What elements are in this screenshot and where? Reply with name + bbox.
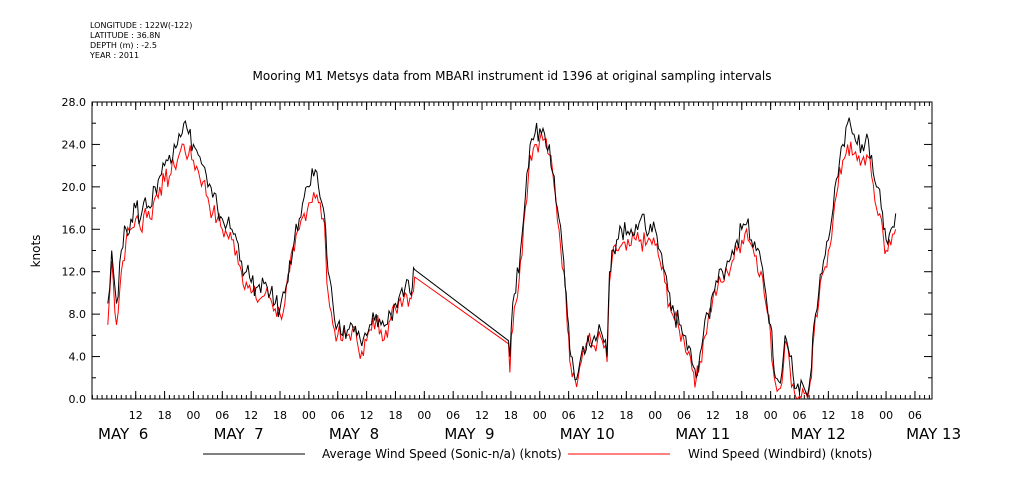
x-hour-label: 00 — [533, 409, 547, 422]
plot-frame — [91, 101, 933, 400]
x-day-label: MAY 8 — [329, 425, 379, 443]
x-day-label: MAY 11 — [675, 425, 730, 443]
x-hour-label: 00 — [417, 409, 431, 422]
x-hour-label: 12 — [475, 409, 489, 422]
x-day-label: MAY 7 — [213, 425, 263, 443]
x-axis: 12 18 00 06 12 18 00 06 12 18 00 06 12 18 00 06 12 18 00 06… — [98, 102, 961, 443]
x-hour-label: 18 — [735, 409, 749, 422]
minor-ticks — [91, 102, 930, 399]
x-hour-label: 18 — [504, 409, 518, 422]
x-hour-label: 18 — [850, 409, 864, 422]
y-tick-label: 0.0 — [69, 393, 87, 406]
x-hour-label: 00 — [302, 409, 316, 422]
legend-label-avg-wind: Average Wind Speed (Sonic-n/a) (knots) — [322, 447, 562, 461]
year-text: YEAR : 2011 — [90, 51, 140, 60]
x-day-label: MAY 13 — [906, 425, 961, 443]
x-day-label: MAY 9 — [444, 425, 494, 443]
y-tick-label: 12.0 — [62, 266, 87, 279]
x-hour-label: 06 — [677, 409, 691, 422]
y-tick-label: 8.0 — [69, 308, 87, 321]
x-hour-label: 00 — [186, 409, 200, 422]
x-day-label: MAY 10 — [560, 425, 615, 443]
x-hour-label: 18 — [158, 409, 172, 422]
series-line-windbird — [107, 132, 897, 400]
x-hour-label: 06 — [331, 409, 345, 422]
x-hour-label: 00 — [879, 409, 893, 422]
x-hour-label: 12 — [244, 409, 258, 422]
y-tick-label: 20.0 — [62, 181, 87, 194]
x-hour-label: 06 — [908, 409, 922, 422]
y-axis: 0.0 4.0 8.0 12.0 16.0 20.0 24.0 28.0 — [62, 96, 932, 406]
x-hour-label: 18 — [388, 409, 402, 422]
y-tick-label: 24.0 — [62, 138, 87, 151]
x-hour-label: 06 — [446, 409, 460, 422]
latitude-text: LATITUDE : 36.8N — [90, 31, 161, 40]
x-hour-label: 12 — [706, 409, 720, 422]
series-layer — [107, 117, 897, 400]
legend-label-windbird: Wind Speed (Windbird) (knots) — [688, 447, 872, 461]
y-tick-label: 16.0 — [62, 223, 87, 236]
x-hour-label: 12 — [360, 409, 374, 422]
chart-title: Mooring M1 Metsys data from MBARI instru… — [253, 69, 772, 83]
y-tick-label: 4.0 — [69, 351, 87, 364]
x-day-label: MAY 6 — [98, 425, 148, 443]
x-hour-label: 12 — [590, 409, 604, 422]
y-axis-label: knots — [29, 235, 43, 268]
x-day-label: MAY 12 — [791, 425, 846, 443]
x-hour-label: 18 — [619, 409, 633, 422]
longitude-text: LONGITUDE : 122W(-122) — [90, 21, 193, 30]
x-hour-label: 12 — [821, 409, 835, 422]
x-hour-label: 06 — [793, 409, 807, 422]
y-tick-label: 28.0 — [62, 96, 87, 109]
series-line-avg-wind — [107, 117, 897, 398]
depth-text: DEPTH (m) : -2.5 — [90, 41, 157, 50]
x-hour-label: 12 — [129, 409, 143, 422]
x-hour-label: 06 — [562, 409, 576, 422]
x-hour-label: 06 — [215, 409, 229, 422]
x-hour-label: 00 — [648, 409, 662, 422]
legend: Average Wind Speed (Sonic-n/a) (knots) W… — [203, 447, 872, 461]
x-hour-label: 18 — [273, 409, 287, 422]
metadata-block: LONGITUDE : 122W(-122) LATITUDE : 36.8N … — [90, 21, 192, 61]
x-hour-label: 00 — [764, 409, 778, 422]
